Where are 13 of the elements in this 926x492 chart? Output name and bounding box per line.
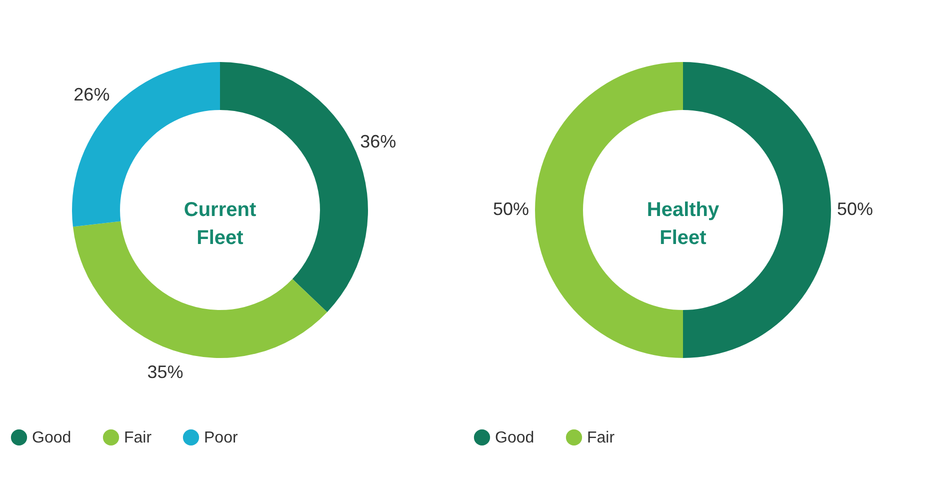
data-label: 35% (147, 362, 184, 382)
text: Healthy Fleet (646, 199, 720, 249)
data-label: 50% (836, 199, 874, 219)
text: Current Fleet (184, 199, 256, 249)
legend-label: Poor (204, 429, 238, 446)
legend-label: Good (495, 429, 534, 446)
legend-label: Fair (587, 429, 616, 446)
legend-label: Good (32, 429, 72, 446)
data-label: 50% (492, 199, 530, 219)
legend-label: Fair (124, 429, 152, 446)
data-label: 26% (74, 84, 110, 104)
data-label: 36% (360, 131, 396, 152)
donut-slice (72, 221, 328, 358)
